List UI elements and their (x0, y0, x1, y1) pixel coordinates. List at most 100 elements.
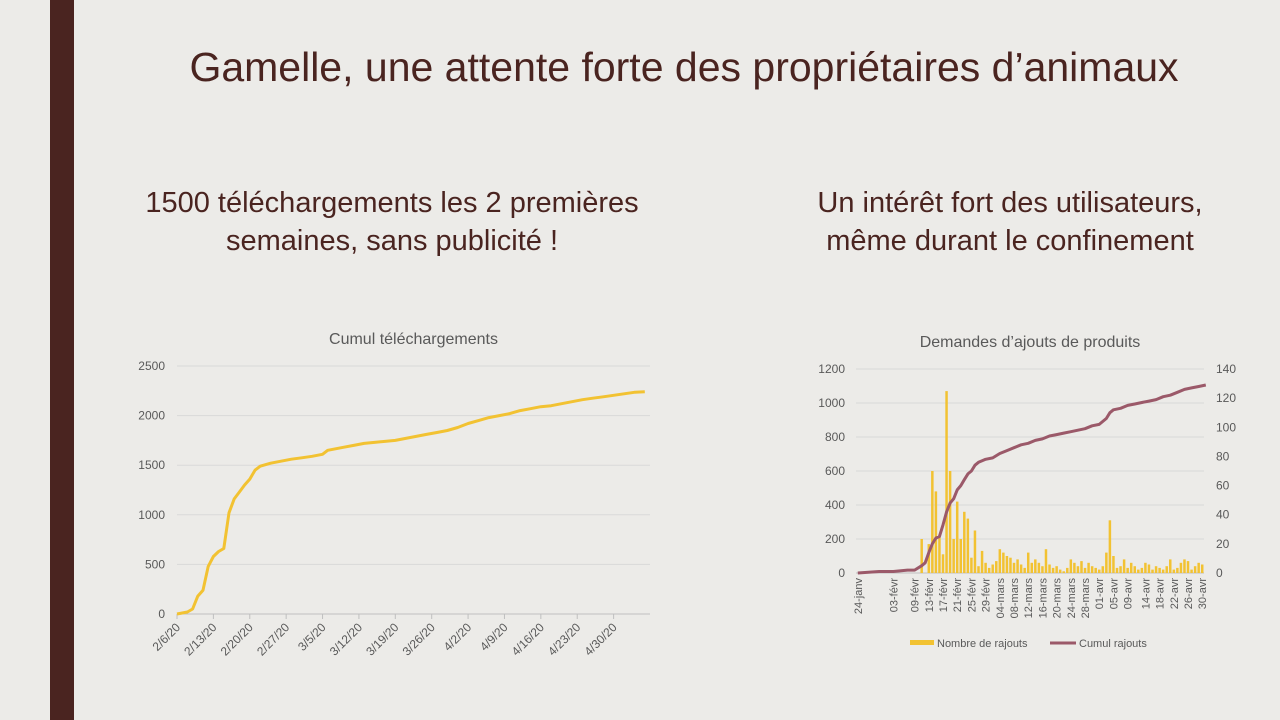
bar (1126, 567, 1129, 573)
bar (1197, 562, 1200, 573)
bar (970, 557, 973, 573)
bar (1158, 567, 1161, 573)
bar (1041, 566, 1044, 573)
x-tick-label: 24-janv (853, 578, 865, 615)
bar (938, 537, 941, 573)
bar (973, 530, 977, 573)
y-tick-label: 600 (825, 464, 845, 478)
x-tick-label: 20-mars (1052, 578, 1064, 619)
chart-title: Demandes d’ajouts de produits (920, 334, 1141, 351)
x-tick-label: 18-avr (1155, 578, 1167, 610)
bar (966, 518, 970, 573)
x-tick-label: 21-févr (952, 578, 964, 613)
bar (1179, 562, 1183, 573)
bar (998, 549, 1002, 573)
x-tick-label: 28-mars (1080, 578, 1092, 619)
bar (1076, 566, 1080, 573)
x-tick-label: 13-févr (924, 578, 936, 613)
bar (1051, 567, 1055, 573)
bar (1090, 566, 1094, 573)
bar (1019, 564, 1023, 573)
bar (927, 544, 931, 573)
bar (995, 561, 998, 573)
bar (1165, 566, 1168, 573)
y2-tick-label: 80 (1216, 449, 1230, 463)
y2-tick-label: 40 (1216, 508, 1230, 522)
bar (1030, 562, 1034, 573)
bar (980, 550, 984, 573)
bar (1101, 566, 1105, 573)
bar (1009, 557, 1012, 573)
y-tick-label: 1000 (138, 508, 165, 522)
y2-tick-label: 60 (1216, 479, 1230, 493)
bar (1012, 562, 1016, 573)
bar (1023, 567, 1026, 573)
bar (1058, 569, 1062, 573)
x-tick-label: 05-avr (1108, 578, 1120, 610)
downloads-line (176, 390, 645, 616)
bar (1122, 559, 1126, 573)
bar (977, 566, 980, 573)
bar (1115, 567, 1119, 573)
legend-swatch-bars (910, 640, 934, 645)
bar (1062, 571, 1065, 573)
bar (1094, 567, 1097, 573)
bar (1026, 552, 1030, 573)
y-tick-label: 800 (825, 430, 845, 444)
right-heading: Un intérêt fort des utilisateurs, même d… (817, 187, 1203, 257)
bar (1083, 567, 1087, 573)
bar (1147, 564, 1151, 573)
bar (1140, 567, 1144, 573)
y-tick-label: 400 (825, 498, 845, 512)
y-tick-label: 1500 (138, 458, 165, 472)
bar (1186, 561, 1190, 573)
bar (1037, 562, 1041, 573)
bar (1055, 566, 1058, 573)
y-tick-label: 500 (145, 557, 165, 571)
bar (1172, 569, 1176, 573)
bar (1105, 552, 1108, 573)
chart-title: Cumul téléchargements (329, 331, 498, 348)
y2-tick-label: 100 (1216, 420, 1236, 434)
y2-tick-label: 120 (1216, 391, 1236, 405)
x-tick-label: 01-avr (1094, 578, 1106, 610)
bar (1119, 566, 1122, 573)
y2-tick-label: 140 (1216, 362, 1236, 376)
x-tick-label: 22-avr (1169, 578, 1181, 610)
bar (1190, 569, 1193, 573)
x-tick-label: 08-mars (1009, 578, 1021, 619)
bar (991, 564, 994, 573)
x-tick-label: 12-mars (1023, 578, 1035, 619)
y2-tick-label: 0 (1216, 566, 1223, 580)
bar (1154, 566, 1158, 573)
bar (1133, 566, 1136, 573)
bar (1066, 567, 1069, 573)
y-tick-label: 0 (158, 607, 165, 621)
legend-label-line: Cumul rajouts (1079, 638, 1147, 650)
y-tick-label: 2500 (138, 359, 165, 373)
x-tick-label: 24-mars (1066, 578, 1078, 619)
x-tick-label: 25-févr (966, 578, 978, 613)
bar (984, 562, 987, 573)
bar (1048, 564, 1051, 573)
bar (1002, 552, 1005, 573)
bar (941, 554, 945, 573)
bar (1073, 562, 1076, 573)
x-tick-label: 16-mars (1037, 578, 1049, 619)
bar (1034, 559, 1037, 573)
bar (955, 501, 959, 573)
bar (952, 539, 955, 573)
bar (1005, 556, 1009, 573)
bar (1108, 520, 1112, 573)
x-tick-label: 17-févr (938, 578, 950, 613)
bar (1176, 567, 1179, 573)
bar (920, 539, 923, 573)
bar (959, 539, 962, 573)
x-tick-label: 04-mars (995, 578, 1007, 619)
y-tick-label: 1000 (818, 396, 845, 410)
bar (1098, 569, 1101, 573)
slide-title: Gamelle, une attente forte des propriéta… (189, 44, 1179, 90)
bar (1129, 562, 1133, 573)
